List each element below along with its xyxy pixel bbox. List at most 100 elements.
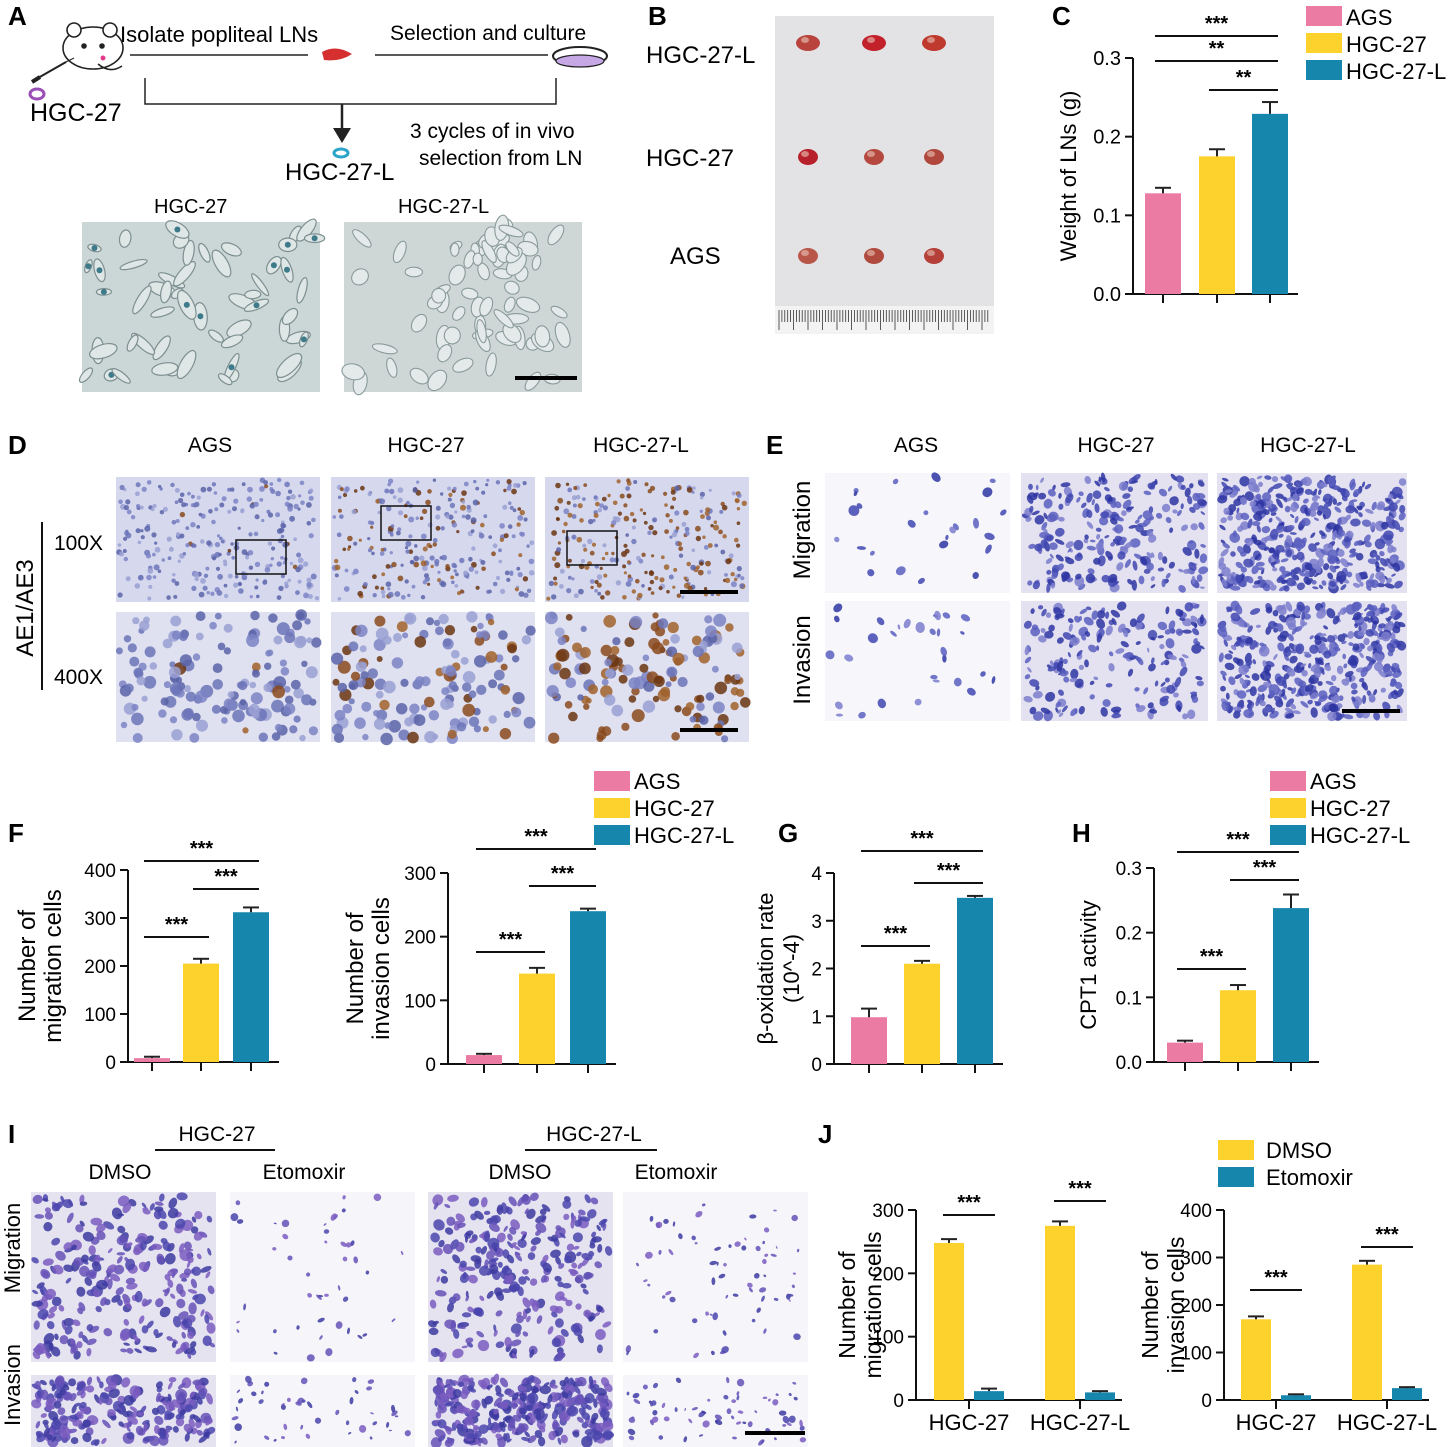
panel-b-row-label-2: AGS (670, 243, 721, 270)
ihc-cell (462, 703, 476, 717)
ihc-cell (703, 587, 708, 591)
ihc-cell (284, 584, 289, 589)
ihc-cell (697, 569, 704, 576)
cell (392, 240, 407, 264)
ihc-cell (699, 509, 703, 513)
ihc-cell (171, 578, 176, 583)
ihc-cell (517, 507, 522, 511)
ihc-cell (559, 584, 564, 589)
panel-i-treat-0: DMSO (89, 1161, 152, 1184)
ihc-cell (169, 661, 176, 668)
cell (126, 334, 139, 352)
ihc-cell (737, 573, 741, 578)
ihc-cell (420, 595, 426, 600)
syringe-icon (30, 57, 75, 84)
ihc-cell (564, 701, 573, 709)
ihc-cell (250, 610, 260, 621)
ihc-cell (263, 683, 273, 692)
cell (437, 344, 453, 363)
panel-letter-e: E (766, 430, 783, 460)
ihc-cell (517, 515, 524, 521)
ihc-cell (120, 721, 128, 729)
cell (550, 305, 568, 319)
ihc-cell (185, 526, 190, 530)
ihc-cell (123, 556, 128, 562)
ihc-cell (604, 658, 612, 667)
ihc-cell (511, 534, 516, 539)
ihc-cell (382, 635, 392, 645)
ihc-cell (390, 533, 394, 537)
significance-label: *** (910, 828, 934, 850)
ihc-cell (307, 594, 313, 599)
lymph-node-highlight (801, 151, 809, 157)
cell (371, 343, 398, 355)
ihc-cell (427, 489, 432, 494)
ihc-cell (695, 525, 701, 532)
panel-a-result: HGC-27-L (285, 159, 394, 186)
y-tick-label: 100 (84, 1005, 116, 1026)
significance-label: *** (190, 838, 214, 860)
lymph-node-highlight (927, 151, 935, 157)
ihc-cell (367, 537, 371, 541)
legend-label-hgc27l: HGC-27-L (1346, 59, 1446, 84)
ihc-cell (506, 486, 512, 491)
ihc-cell (217, 642, 226, 651)
cell (505, 241, 520, 257)
ihc-cell (563, 508, 570, 515)
x-tick-label: HGC-27 (1236, 1410, 1317, 1435)
ihc-cell (473, 479, 477, 484)
ihc-cell (517, 572, 523, 578)
ihc-cell (632, 518, 637, 523)
ihc-cell (126, 509, 132, 515)
ihc-cell (413, 555, 420, 562)
lymph-node (922, 35, 946, 51)
ihc-cell (337, 597, 342, 601)
legend-label-hgc27: HGC-27 (1310, 796, 1391, 821)
ihc-cell (546, 685, 559, 698)
ihc-cell (276, 528, 283, 534)
ihc-cell (230, 487, 235, 492)
ihc-cell (621, 722, 630, 731)
panel-e-row-0: Migration (789, 481, 816, 580)
ihc-cell (672, 585, 676, 589)
lymph-node-highlight (801, 250, 809, 256)
ihc-cell (462, 682, 472, 692)
ihc-cell (642, 700, 656, 713)
nucleus (100, 288, 107, 295)
ihc-cell (270, 489, 276, 494)
ihc-cell (198, 591, 205, 598)
ihc-cell (685, 702, 695, 711)
ihc-cell (119, 551, 124, 557)
bar (1085, 1392, 1115, 1400)
ihc-cell (470, 529, 475, 533)
ihc-cell (730, 701, 739, 711)
ihc-cell (468, 566, 474, 572)
lymph-node-highlight (927, 250, 935, 256)
cell (1389, 557, 1396, 564)
ihc-cell (280, 534, 285, 539)
ihc-cell (237, 526, 241, 530)
nucleus (91, 245, 98, 251)
ihc-cell (507, 524, 513, 529)
panel-i-row-0: Migration (0, 1203, 25, 1293)
y-tick-label: 0.1 (1093, 205, 1121, 227)
panel-d-ihc: AGS HGC-27 HGC-27-L AE1/AE3 100X 400X (12, 434, 751, 746)
ihc-cell (480, 522, 485, 528)
ihc-cell (210, 591, 215, 596)
ihc-cell (299, 480, 305, 486)
ihc-cell (666, 666, 678, 678)
cell (431, 287, 447, 304)
ihc-cell (499, 523, 505, 529)
ihc-cell (119, 484, 125, 491)
ihc-cell (638, 558, 644, 564)
ihc-cell (337, 495, 342, 500)
ihc-cell (354, 717, 366, 729)
ihc-cell (214, 541, 221, 548)
ihc-cell (143, 675, 157, 689)
ihc-cell (284, 695, 294, 705)
ihc-cell (179, 492, 185, 498)
ihc-cell (388, 478, 394, 484)
ihc-cell (451, 580, 455, 585)
cell (554, 321, 571, 348)
ihc-image-1-1 (331, 611, 536, 746)
